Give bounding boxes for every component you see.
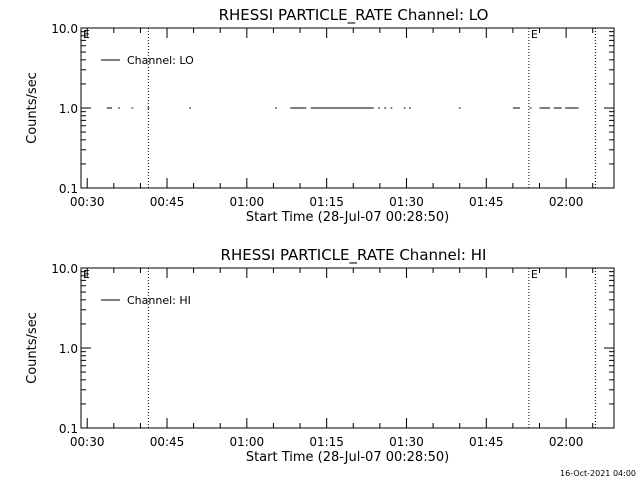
legend-entry: Channel: HI (127, 294, 191, 307)
y-axis-label: Counts/sec (25, 312, 40, 384)
y-tick-label: 0.1 (59, 182, 78, 196)
x-tick-label: 01:00 (230, 435, 265, 449)
x-tick-label: 01:15 (309, 435, 344, 449)
x-tick-label: 00:45 (150, 195, 185, 209)
x-tick-label: 01:45 (469, 195, 504, 209)
x-axis: 00:30 00:45 01:00 01:15 01:30 01:45 02:00 Start… (70, 28, 594, 225)
x-tick-label: 01:15 (309, 195, 344, 209)
event-marker-label: E (531, 28, 538, 41)
legend: Channel: HI (101, 294, 191, 307)
x-tick-label: 01:00 (230, 195, 265, 209)
chart-title: RHESSI PARTICLE_RATE Channel: LO (219, 6, 489, 25)
x-tick-label: 00:30 (70, 195, 105, 209)
y-tick-label: 1.0 (59, 102, 78, 116)
plot-timestamp: 16-Oct-2021 04:00 (560, 469, 636, 478)
legend-entry: Channel: LO (127, 54, 194, 67)
event-marker-label: E (531, 268, 538, 281)
x-axis-label: Start Time (28-Jul-07 00:28:50) (246, 210, 449, 225)
y-tick-label: 0.1 (59, 422, 78, 436)
x-axis: 00:30 00:45 01:00 01:15 01:30 01:45 02:00 Start… (70, 268, 594, 465)
y-tick-label: 10.0 (51, 262, 78, 276)
chart-title: RHESSI PARTICLE_RATE Channel: HI (221, 246, 487, 265)
y-tick-label: 1.0 (59, 342, 78, 356)
x-tick-label: 00:45 (150, 435, 185, 449)
x-axis-label: Start Time (28-Jul-07 00:28:50) (246, 450, 449, 465)
x-tick-label: 01:30 (389, 435, 424, 449)
y-axis: 0.1 1.0 10.0 Counts/sec (25, 22, 614, 196)
y-tick-label: 10.0 (51, 22, 78, 36)
chart-panel-2: RHESSI PARTICLE_RATE Channel: HI 0.1 1.0 10… (25, 246, 615, 465)
y-axis-label: Counts/sec (25, 72, 40, 144)
chart-panel-1: RHESSI PARTICLE_RATE Channel: LO 0.1 1.0 10… (25, 6, 615, 225)
x-tick-label: 01:45 (469, 435, 504, 449)
x-tick-label: 00:30 (70, 435, 105, 449)
legend: Channel: LO (101, 54, 194, 67)
y-axis: 0.1 1.0 10.0 Counts/sec (25, 262, 614, 436)
x-tick-label: 02:00 (549, 195, 584, 209)
x-tick-label: 02:00 (549, 435, 584, 449)
x-tick-label: 01:30 (389, 195, 424, 209)
plot-frame (80, 267, 615, 429)
corner-flag: E (83, 28, 90, 41)
corner-flag: E (83, 268, 90, 281)
